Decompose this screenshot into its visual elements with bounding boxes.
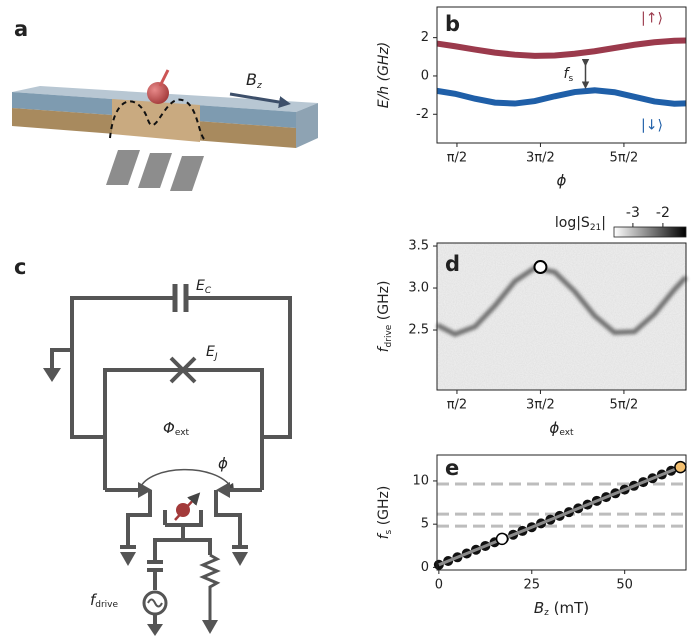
field-main: B xyxy=(246,70,257,89)
flux-main: Φ xyxy=(163,419,175,437)
figure: a Bz c EC EJ Φext ϕ fdrive π/23π/25π/2-2… xyxy=(0,0,692,638)
y-tick-label: 3.0 xyxy=(408,281,429,296)
y-tick-label: 5 xyxy=(421,517,429,532)
legend-entry: |↓⟩ xyxy=(641,117,663,133)
x-tick-label: 3π/2 xyxy=(526,398,555,413)
y-tick-label: 3.5 xyxy=(408,239,429,254)
x-tick-label: π/2 xyxy=(447,398,467,413)
gate xyxy=(106,150,140,185)
lead-tip xyxy=(216,482,230,498)
gate xyxy=(170,156,204,191)
x-tick-label: 50 xyxy=(616,578,633,593)
colorbar-label-sub: 21 xyxy=(590,223,601,233)
splitting-label: fs xyxy=(564,66,574,84)
y-axis-label-sub: drive xyxy=(384,324,394,347)
spin xyxy=(147,82,169,104)
y-tick-label: -2 xyxy=(416,107,429,122)
drive-sub: drive xyxy=(95,600,118,610)
ground-arrow xyxy=(147,624,163,636)
resistor xyxy=(203,555,217,620)
y-tick-label: 0 xyxy=(421,68,429,83)
y-axis-label: fdrive (GHz) xyxy=(376,281,394,353)
panel-label: a xyxy=(14,17,28,41)
panel-a: a Bz xyxy=(12,17,318,191)
spin-arrow xyxy=(160,70,168,86)
x-tick-label: 3π/2 xyxy=(526,151,555,166)
y-tick-label: 2 xyxy=(421,30,429,45)
colorbar-label-main: log|S xyxy=(555,215,590,231)
panel-label: c xyxy=(14,255,26,279)
ground-arrow xyxy=(43,368,61,382)
x-tick-label: 0 xyxy=(435,578,443,593)
gate-wiring xyxy=(128,490,240,560)
y-axis-label: E/h (GHz) xyxy=(376,42,392,109)
x-axis-label: ϕext xyxy=(549,419,574,438)
panel-label: b xyxy=(445,12,460,36)
y-tick-label: 2.5 xyxy=(408,323,429,338)
ej-main: E xyxy=(206,344,215,360)
fit-line xyxy=(439,467,681,565)
field-sub: z xyxy=(256,81,262,91)
x-tick-label: 5π/2 xyxy=(610,151,639,166)
josephson-energy: EJ xyxy=(206,344,218,362)
gate xyxy=(138,153,172,188)
x-tick-label: 5π/2 xyxy=(610,398,639,413)
gate-caps xyxy=(120,547,248,590)
ground-arrow xyxy=(232,552,248,566)
highlight-point xyxy=(497,533,508,544)
ec-sub: C xyxy=(205,286,212,296)
y-tick-label: 0 xyxy=(421,560,429,575)
highlight-point xyxy=(675,462,686,473)
x-axis-label-main: ϕ xyxy=(549,419,559,437)
charging-energy: EC xyxy=(196,278,212,296)
colorbar-tick-label: -3 xyxy=(626,205,640,221)
panel-label: d xyxy=(445,252,460,276)
x-axis-label: Bz (mT) xyxy=(534,599,589,618)
dot-region xyxy=(112,99,200,142)
x-axis-label: ϕ xyxy=(557,172,567,190)
field-label: Bz xyxy=(246,70,262,91)
ec-main: E xyxy=(196,278,205,294)
panel-label: e xyxy=(445,456,459,480)
y-axis-label-tail: (GHz) xyxy=(376,486,392,530)
x-tick-label: π/2 xyxy=(447,151,467,166)
flux-sub: ext xyxy=(175,428,190,438)
y-axis-label: fs (GHz) xyxy=(376,486,394,540)
x-tick-label: 25 xyxy=(523,578,540,593)
phase-label: ϕ xyxy=(218,455,228,473)
legend-entry: |↑⟩ xyxy=(641,11,663,27)
drive-label: fdrive xyxy=(90,591,119,610)
colorbar-label-tail: | xyxy=(601,215,606,231)
flux-label: Φext xyxy=(163,419,190,438)
x-axis-label-main: B xyxy=(534,599,544,617)
source-wave xyxy=(148,600,162,607)
x-axis-label-tail: (mT) xyxy=(549,599,589,617)
colorbar-label: log|S21| xyxy=(555,215,606,233)
x-axis-label-sub: ext xyxy=(559,428,574,438)
panel-c: c EC EJ Φext ϕ fdrive xyxy=(14,255,290,636)
ground-arrow xyxy=(202,620,218,634)
line xyxy=(437,41,686,56)
line xyxy=(437,90,686,103)
colorbar-tick-label: -2 xyxy=(656,205,670,221)
colorbar xyxy=(614,227,686,237)
y-tick-label: 10 xyxy=(412,473,429,488)
y-axis-label-tail: (GHz) xyxy=(376,281,392,325)
marker-point xyxy=(534,261,546,273)
splitting-label-sub: s xyxy=(568,74,573,84)
ground-arrow xyxy=(120,552,136,566)
